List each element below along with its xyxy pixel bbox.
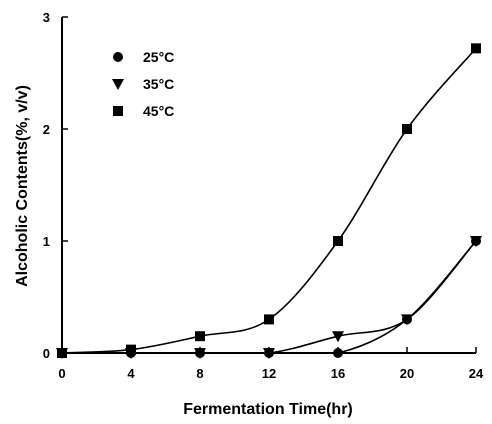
data-point xyxy=(471,43,481,54)
data-point xyxy=(57,348,67,358)
data-point xyxy=(333,348,343,358)
legend-label: 35°C xyxy=(143,76,174,92)
legend-label: 25°C xyxy=(143,49,174,65)
data-point xyxy=(195,331,205,342)
series-line xyxy=(61,47,477,354)
data-point xyxy=(126,344,136,355)
y-tick-label: 0 xyxy=(43,346,50,361)
y-tick-label: 2 xyxy=(43,122,50,137)
x-tick-label: 0 xyxy=(58,366,65,381)
legend-triangle-marker xyxy=(112,79,124,90)
y-axis-title: Alcoholic Contents(%, v/v) xyxy=(14,85,31,287)
x-tick-label: 16 xyxy=(331,366,345,381)
legend-label: 45°C xyxy=(143,103,174,119)
data-point xyxy=(263,348,275,359)
series-line xyxy=(62,240,477,354)
x-tick-label: 4 xyxy=(127,366,135,381)
x-tick-label: 20 xyxy=(400,366,414,381)
x-axis-title: Fermentation Time(hr) xyxy=(183,401,353,418)
data-point xyxy=(264,314,274,325)
series-line xyxy=(62,240,477,354)
x-tick-label: 24 xyxy=(469,366,484,381)
data-point xyxy=(470,236,482,247)
legend: 25°C 35°C 45°C xyxy=(112,49,174,119)
legend-square-marker xyxy=(113,106,123,116)
x-tick-label: 12 xyxy=(262,366,276,381)
legend-circle-marker xyxy=(113,52,123,62)
data-point xyxy=(333,236,343,246)
data-point xyxy=(402,124,412,134)
data-point xyxy=(194,348,206,359)
y-tick-label: 1 xyxy=(43,234,50,249)
y-tick-label: 3 xyxy=(43,10,50,25)
data-point xyxy=(401,314,413,326)
data-point xyxy=(332,331,344,343)
x-tick-label: 8 xyxy=(196,366,203,381)
